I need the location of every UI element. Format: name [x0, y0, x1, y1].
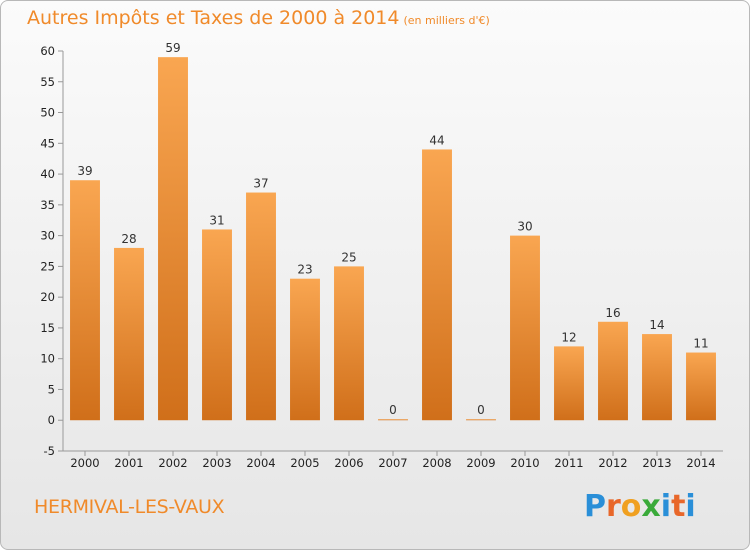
data-label-2005: 23	[297, 263, 312, 277]
x-tick-label: 2006	[334, 456, 363, 470]
y-tick-label: 20	[40, 290, 55, 304]
y-tick-label: 45	[40, 136, 55, 150]
data-label-2002: 59	[165, 41, 180, 55]
y-tick-label: 35	[40, 198, 55, 212]
proxiti-logo: Proxiti	[584, 489, 696, 524]
bar-2009	[466, 419, 496, 421]
bar-2008	[422, 149, 452, 421]
data-label-2013: 14	[649, 318, 664, 332]
chart-subtitle: (en milliers d'€)	[403, 14, 490, 27]
x-tick-label: 2003	[202, 456, 231, 470]
y-tick-label: 30	[40, 229, 55, 243]
x-tick-label: 2001	[114, 456, 143, 470]
y-tick-label: 40	[40, 167, 55, 181]
data-label-2012: 16	[605, 306, 620, 320]
y-tick-label: 5	[48, 382, 55, 396]
x-tick-label: 2012	[598, 456, 627, 470]
logo-letter: r	[606, 489, 621, 524]
y-tick-label: 50	[40, 106, 55, 120]
axes: -5 0 5 10 15 20 25 30 35 40 45 50 55 60 2000 2001 2002 20…	[40, 44, 723, 470]
logo-letter: o	[620, 489, 642, 524]
bar-2006	[334, 266, 364, 421]
y-tick-label: 60	[40, 44, 55, 58]
data-label-2006: 25	[341, 250, 356, 264]
bar-2005	[290, 278, 320, 421]
bar-2001	[114, 247, 144, 421]
logo-letter: i	[660, 489, 672, 524]
data-label-2009: 0	[477, 403, 485, 417]
data-label-2000: 39	[77, 164, 92, 178]
commune-name: HERMIVAL-LES-VAUX	[34, 496, 225, 518]
bar-2012	[598, 321, 628, 421]
data-label-2011: 12	[561, 330, 576, 344]
bar-2007	[378, 419, 408, 421]
bar-2000	[70, 180, 100, 421]
x-tick-label: 2014	[686, 456, 715, 470]
logo-letter: P	[584, 489, 606, 524]
y-tick-label: 10	[40, 352, 55, 366]
logo-letter: i	[685, 489, 696, 524]
data-labels: 39 28 59 31 37 23 25 0 44 0 30 12 16 14 11	[77, 41, 708, 417]
data-label-2014: 11	[693, 337, 708, 351]
data-label-2003: 31	[209, 213, 224, 227]
bar-2003	[202, 229, 232, 421]
x-tick-label: 2002	[158, 456, 187, 470]
x-tick-label: 2004	[246, 456, 275, 470]
x-tick-label: 2005	[290, 456, 319, 470]
x-tick-label: 2009	[466, 456, 495, 470]
y-tick-label: 0	[48, 413, 55, 427]
bar-2013	[642, 334, 672, 421]
x-tick-label: 2008	[422, 456, 451, 470]
data-label-2004: 37	[253, 177, 268, 191]
bars	[70, 57, 716, 421]
data-label-2001: 28	[121, 232, 136, 246]
x-tick-label: 2000	[70, 456, 99, 470]
bar-2004	[246, 192, 276, 421]
data-label-2008: 44	[429, 133, 444, 147]
bar-2010	[510, 235, 540, 421]
x-tick-label: 2007	[378, 456, 407, 470]
bar-2002	[158, 57, 188, 421]
y-tick-label: 15	[40, 321, 55, 335]
x-tick-label: 2011	[554, 456, 583, 470]
y-tick-label: 25	[40, 259, 55, 273]
y-tick-label: -5	[44, 444, 55, 458]
bar-2011	[554, 346, 584, 421]
logo-letter: t	[671, 489, 686, 524]
chart-title: Autres Impôts et Taxes de 2000 à 2014 (en…	[27, 7, 490, 29]
data-label-2007: 0	[389, 403, 397, 417]
x-tick-label: 2010	[510, 456, 539, 470]
data-label-2010: 30	[517, 220, 532, 234]
x-tick-label: 2013	[642, 456, 671, 470]
chart-title-text: Autres Impôts et Taxes de 2000 à 2014	[27, 7, 400, 29]
y-tick-label: 55	[40, 75, 55, 89]
logo-letter: x	[641, 489, 661, 524]
bar-2014	[686, 352, 716, 421]
